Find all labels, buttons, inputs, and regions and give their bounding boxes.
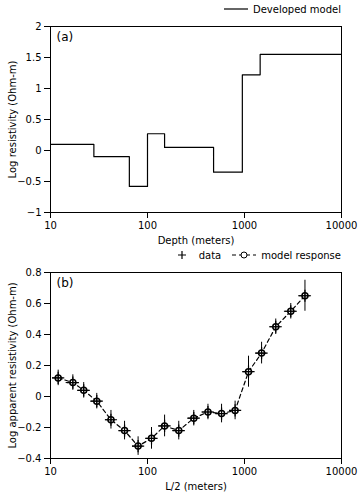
svg-text:1: 1: [35, 83, 41, 94]
svg-text:0.2: 0.2: [26, 360, 42, 371]
svg-text:0.4: 0.4: [26, 329, 42, 340]
svg-text:(b): (b): [57, 276, 74, 290]
svg-text:10: 10: [44, 466, 57, 477]
svg-text:−0.5: −0.5: [17, 176, 41, 187]
svg-text:(a): (a): [57, 30, 74, 44]
svg-text:Log resistivity (Ohm-m): Log resistivity (Ohm-m): [7, 61, 18, 179]
svg-text:1000: 1000: [232, 220, 257, 231]
svg-text:0: 0: [35, 145, 41, 156]
html-text:data: data: [198, 249, 222, 261]
svg-text:0.5: 0.5: [26, 114, 42, 125]
html-text:model response: model response: [261, 249, 341, 261]
svg-text:L/2 (meters): L/2 (meters): [165, 481, 227, 492]
svg-text:Log apparent resistivity (Ohm-: Log apparent resistivity (Ohm-m): [7, 282, 18, 448]
svg-text:−0.2: −0.2: [17, 422, 41, 433]
svg-text:0.6: 0.6: [26, 298, 42, 309]
svg-text:2: 2: [35, 21, 41, 32]
svg-text:10000: 10000: [326, 466, 358, 477]
svg-text:1.5: 1.5: [26, 52, 42, 63]
svg-text:1000: 1000: [232, 466, 257, 477]
svg-text:0.8: 0.8: [26, 267, 42, 278]
svg-text:10000: 10000: [326, 220, 358, 231]
svg-text:Depth (meters): Depth (meters): [158, 235, 235, 246]
svg-text:100: 100: [138, 220, 157, 231]
svg-text:10: 10: [44, 220, 57, 231]
svg-text:100: 100: [138, 466, 157, 477]
svg-text:0: 0: [35, 391, 41, 402]
html-text:Developed model: Developed model: [253, 3, 341, 15]
svg-text:−1: −1: [27, 207, 42, 218]
svg-text:−0.4: −0.4: [17, 453, 41, 464]
